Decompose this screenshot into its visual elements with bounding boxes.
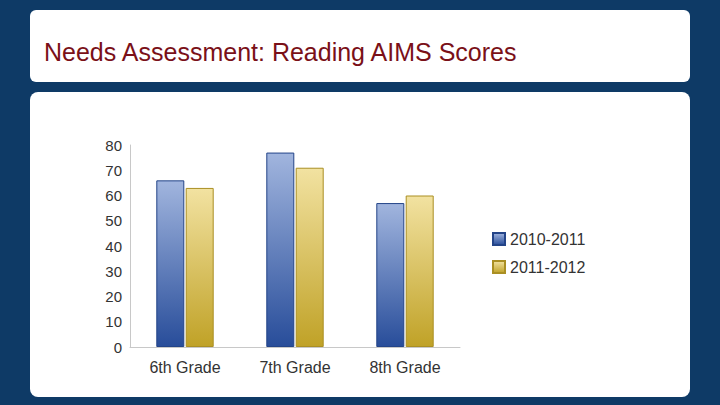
svg-text:7th Grade: 7th Grade: [259, 359, 330, 376]
svg-text:10: 10: [105, 313, 122, 330]
svg-text:0: 0: [114, 339, 122, 356]
svg-text:60: 60: [105, 187, 122, 204]
svg-text:40: 40: [105, 238, 122, 255]
svg-text:30: 30: [105, 263, 122, 280]
html-text:Needs Assessment: Reading AIMS: Needs Assessment: Reading AIMS Scores: [44, 38, 517, 66]
svg-text:80: 80: [105, 137, 122, 154]
svg-text:70: 70: [105, 162, 122, 179]
svg-text:2011-2012: 2011-2012: [510, 259, 585, 276]
svg-text:50: 50: [105, 212, 122, 229]
svg-text:8th Grade: 8th Grade: [369, 359, 440, 376]
svg-text:6th Grade: 6th Grade: [149, 359, 220, 376]
svg-text:2010-2011: 2010-2011: [510, 231, 585, 248]
svg-text:20: 20: [105, 288, 122, 305]
